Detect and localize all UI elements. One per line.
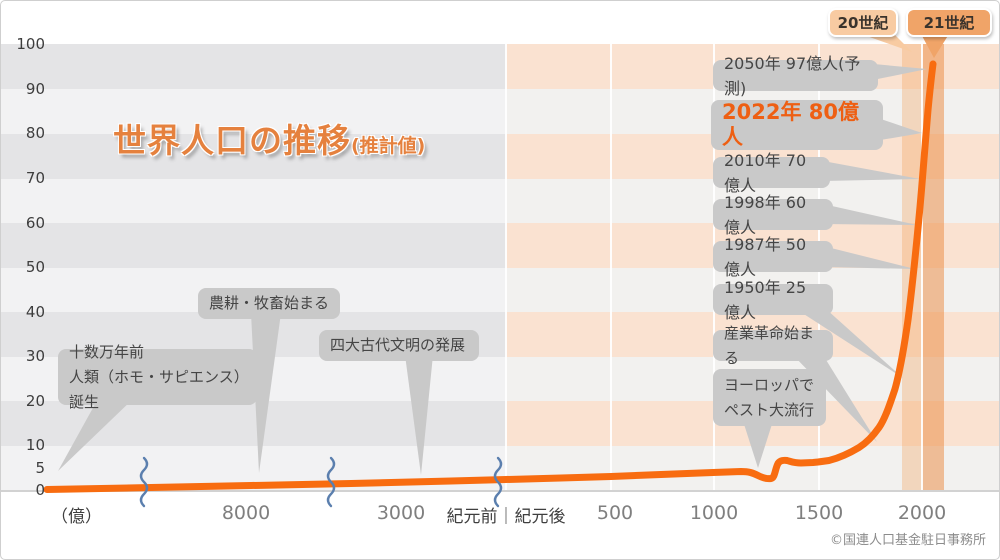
note-2022-highlight: 2022年 80億人 <box>711 100 883 150</box>
x-tick-label: 紀元前｜紀元後 <box>446 507 566 527</box>
x-tick-label: 8000 <box>221 502 271 524</box>
y-tick-label: 5 <box>35 458 45 477</box>
y-tick-label: 30 <box>25 347 45 366</box>
x-tick-label: 1000 <box>689 502 739 524</box>
y-tick-label: 0 <box>35 481 45 499</box>
note-homo-sapiens: 十数万年前 人類（ホモ・サピエンス）誕生 <box>58 343 257 411</box>
note-plague: ヨーロッパで ペスト大流行 <box>713 369 826 426</box>
y-axis-unit-label: （億） <box>51 507 102 527</box>
source-credit: ©国連人口基金駐日事務所 <box>829 533 986 548</box>
gridline-year500 <box>610 44 612 490</box>
note-2010: 2010年 70億人 <box>713 151 830 195</box>
y-tick-label: 70 <box>25 168 45 187</box>
note-agriculture: 農耕・牧畜始まる <box>198 288 340 319</box>
gridline-year2000 <box>921 44 923 490</box>
century-21-band <box>922 44 944 490</box>
y-tick-label: 100 <box>16 35 45 54</box>
x-tick-label: 1500 <box>794 502 844 524</box>
stripe-left <box>1 446 506 490</box>
note-1987: 1987年 50億人 <box>713 235 833 279</box>
y-tick-label: 10 <box>25 436 45 455</box>
x-tick-label: 500 <box>596 502 634 524</box>
note-industrial-revolution: 産業革命始まる <box>713 324 833 367</box>
note-1998: 1998年 60億人 <box>713 193 833 237</box>
chart-title-main: 世界人口の推移 <box>113 121 351 160</box>
y-tick-label: 90 <box>25 79 45 98</box>
y-tick-label: 80 <box>25 124 45 143</box>
note-1950: 1950年 25億人 <box>713 278 833 322</box>
century-20-band <box>902 44 922 490</box>
x-axis-line <box>1 490 999 492</box>
chart-title: 世界人口の推移(推計値) <box>113 114 425 162</box>
note-civilizations: 四大古代文明の発展 <box>319 330 479 361</box>
note-2050-forecast: 2050年 97億人(予測) <box>713 54 878 98</box>
x-tick-label: 2000 <box>897 502 947 524</box>
y-tick-label: 40 <box>25 302 45 321</box>
chart-title-sub: (推計値) <box>351 135 426 157</box>
stripe-left <box>1 179 506 223</box>
stripe-left <box>1 223 506 268</box>
era-bubble-21st-century: 21世紀 <box>906 8 992 37</box>
gridline-year0 <box>505 44 507 490</box>
y-tick-label: 50 <box>25 258 45 277</box>
stripe-left <box>1 44 506 89</box>
y-tick-label: 20 <box>25 391 45 410</box>
y-tick-label: 60 <box>25 213 45 232</box>
era-bubble-20th-century: 20世紀 <box>828 8 898 37</box>
x-tick-label: 3000 <box>376 502 426 524</box>
